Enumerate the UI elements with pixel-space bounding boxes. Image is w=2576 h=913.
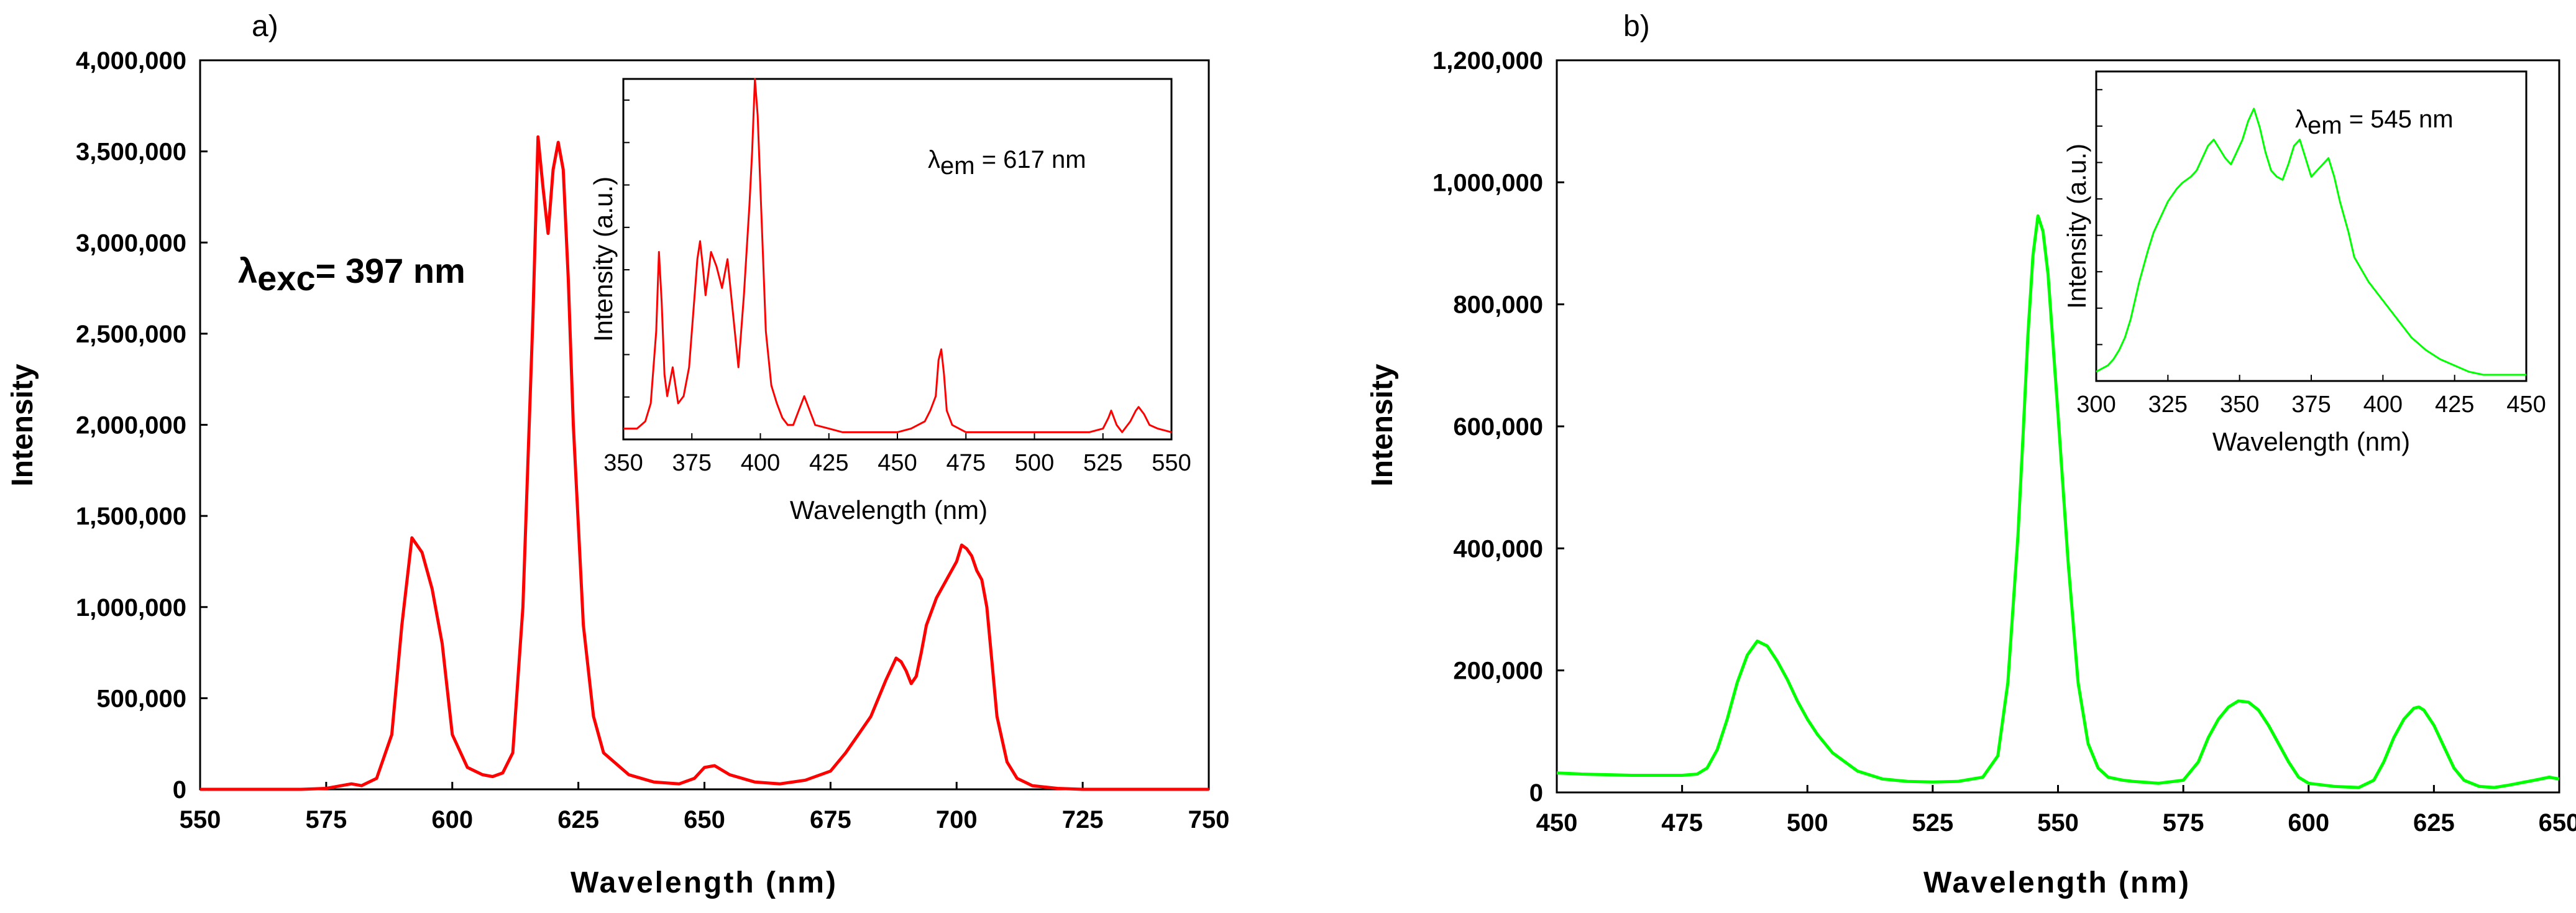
inset-lambda-symbol-a: λ	[928, 146, 940, 173]
inset-lambda-subscript-a: em	[940, 152, 975, 180]
emission-annotation-a: λem = 617 nm	[928, 146, 1086, 180]
inset-series-line-b	[2096, 108, 2526, 376]
x-tick-label: 550	[2037, 809, 2079, 837]
inset-x-tick-label: 450	[878, 450, 917, 476]
inset-series-line-a	[623, 78, 1172, 433]
inset-lambda-symbol-b: λ	[2295, 106, 2308, 133]
inset-x-tick-label: 350	[2220, 392, 2259, 418]
y-tick-label: 1,000,000	[76, 594, 186, 622]
y-tick-label: 2,000,000	[76, 412, 186, 439]
x-tick-label: 650	[684, 806, 725, 833]
x-tick-labels-a: 550 575 600 625 650 675 700 725 750	[180, 782, 1230, 833]
inset-x-tick-label: 400	[2363, 392, 2403, 418]
y-tick-label: 4,000,000	[76, 47, 186, 75]
inset-x-tick-label: 400	[741, 450, 780, 476]
x-tick-label: 600	[2288, 809, 2329, 837]
x-tick-label: 625	[2413, 809, 2455, 837]
y-tick-label: 0	[1529, 779, 1543, 807]
y-tick-label: 1,200,000	[1432, 47, 1543, 75]
inset-x-tick-label: 375	[2291, 392, 2331, 418]
inset-x-tick-label: 475	[947, 450, 986, 476]
inset-x-tick-labels-a: 350 375 400 425 450 475 500 525 550	[603, 433, 1191, 476]
x-tick-label: 450	[1536, 809, 1578, 837]
x-axis-title-a: Wavelength (nm)	[571, 866, 838, 899]
x-tick-label: 575	[2163, 809, 2204, 837]
x-tick-label: 625	[557, 806, 599, 833]
y-tick-labels-a: 0 500,000 1,000,000 1,500,000 2,000,000 2,500…	[76, 47, 208, 804]
x-tick-label: 700	[936, 806, 978, 833]
inset-x-tick-label: 325	[2148, 392, 2188, 418]
lambda-symbol: λ	[238, 251, 257, 290]
series-line-emission-a	[200, 135, 1209, 791]
emission-annotation-b: λem = 545 nm	[2295, 106, 2454, 139]
inset-y-ticks-b	[2096, 89, 2102, 346]
inset-y-axis-title-a: Intensity (a.u.)	[589, 177, 618, 342]
inset-x-tick-labels-b: 300 325 350 375 400 425 450	[2076, 375, 2546, 418]
y-tick-label: 1,000,000	[1432, 169, 1543, 196]
inset-chart-a: 350 375 400 425 450 475 500 525 550 Wavelength (…	[589, 78, 1191, 525]
inset-x-tick-label: 550	[1152, 450, 1191, 476]
inset-x-tick-label: 300	[2076, 392, 2115, 418]
inset-y-axis-title-b: Intensity (a.u.)	[2062, 144, 2091, 309]
inset-x-tick-label: 425	[809, 450, 848, 476]
inset-x-axis-title-b: Wavelength (nm)	[2212, 427, 2410, 456]
inset-lambda-subscript-b: em	[2308, 112, 2342, 139]
lambda-subscript: exc	[257, 259, 315, 298]
lambda-value: = 397 nm	[316, 251, 465, 290]
inset-x-tick-label: 450	[2506, 392, 2546, 418]
x-tick-label: 650	[2539, 809, 2576, 837]
inset-chart-b: 300 325 350 375 400 425 450 Wavelength (nm) In…	[2062, 70, 2546, 456]
y-tick-labels-b: 0 200,000 400,000 600,000 800,000 1,000,000 1,…	[1432, 47, 1564, 807]
x-tick-label: 725	[1062, 806, 1104, 833]
x-axis-title-b: Wavelength (nm)	[1923, 866, 2191, 899]
x-tick-label: 600	[431, 806, 473, 833]
y-axis-title-b: Intensity	[1366, 364, 1399, 487]
y-tick-label: 600,000	[1453, 413, 1543, 441]
x-tick-label: 475	[1661, 809, 1703, 837]
y-tick-label: 800,000	[1453, 291, 1543, 319]
chart-panel-a: a) 0 500,000 1,000,000 1,500,000 2,000,000 2,…	[6, 10, 1229, 899]
x-tick-label: 750	[1188, 806, 1230, 833]
x-tick-labels-b: 450 475 500 525 550 575 600 625 650	[1536, 785, 2576, 837]
inset-x-tick-label: 375	[672, 450, 712, 476]
y-tick-label: 1,500,000	[76, 503, 186, 530]
series-line-emission-b	[1556, 214, 2560, 789]
y-tick-label: 0	[173, 776, 186, 804]
y-tick-label: 3,500,000	[76, 139, 186, 166]
panel-label-b: b)	[1623, 10, 1650, 43]
inset-x-tick-label: 425	[2435, 392, 2474, 418]
inset-lambda-value-b: = 545 nm	[2342, 106, 2454, 133]
inset-x-axis-title-a: Wavelength (nm)	[790, 495, 988, 525]
inset-x-tick-label: 350	[603, 450, 643, 476]
x-tick-label: 675	[810, 806, 851, 833]
inset-y-ticks-a	[623, 99, 630, 398]
inset-lambda-value-a: = 617 nm	[975, 146, 1086, 173]
y-tick-label: 2,500,000	[76, 321, 186, 348]
x-tick-label: 525	[1912, 809, 1954, 837]
y-tick-label: 400,000	[1453, 535, 1543, 562]
chart-panel-b: b) 0 200,000 400,000 600,000 800,000 1,000,00…	[1366, 10, 2576, 899]
y-tick-label: 200,000	[1453, 658, 1543, 685]
y-tick-label: 500,000	[96, 685, 186, 712]
x-tick-label: 575	[306, 806, 347, 833]
inset-frame-b	[2095, 70, 2528, 382]
excitation-annotation: λexc= 397 nm	[238, 251, 465, 298]
y-axis-title-a: Intensity	[6, 364, 39, 487]
inset-x-tick-label: 500	[1015, 450, 1054, 476]
x-tick-label: 550	[180, 806, 221, 833]
y-tick-label: 3,000,000	[76, 229, 186, 257]
x-tick-label: 500	[1787, 809, 1828, 837]
inset-frame-a	[622, 78, 1173, 441]
inset-x-tick-label: 525	[1083, 450, 1122, 476]
panel-label-a: a)	[252, 10, 278, 43]
